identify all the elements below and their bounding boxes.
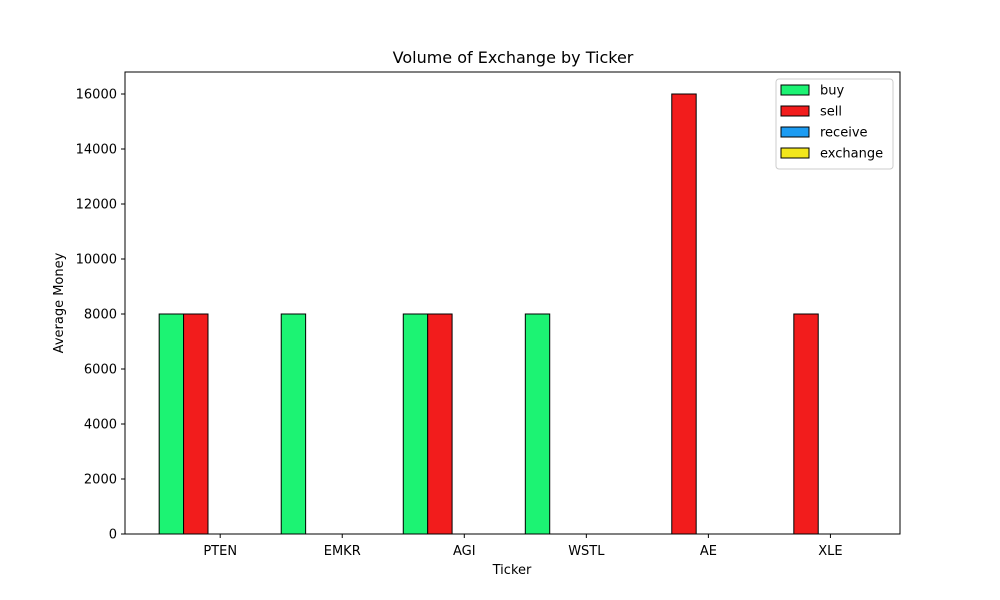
bar-emkr-buy	[280, 313, 307, 535]
legend-label-buy: buy	[820, 84, 844, 99]
y-axis-label: Average Money	[52, 252, 67, 353]
x-tick-label: PTEN	[203, 544, 237, 559]
legend: buy sell receive exchange	[775, 78, 894, 170]
y-tick-label: 8000	[84, 308, 117, 323]
y-tick-label: 10000	[76, 253, 117, 268]
bar-pten-sell	[183, 313, 209, 535]
y-tick-label: 12000	[76, 198, 117, 213]
y-tick-label: 2000	[84, 473, 117, 488]
y-axis: 0 2000 4000 6000 8000 10000 12000 14000 16000	[76, 88, 125, 543]
bars-group	[158, 93, 819, 535]
legend-swatch-sell	[780, 105, 810, 117]
y-tick-label: 14000	[76, 143, 117, 158]
legend-frame	[775, 78, 894, 170]
bar-agi-buy	[402, 313, 429, 535]
x-axis: PTEN EMKR AGI WSTL AE XLE	[203, 534, 843, 559]
y-tick-label: 16000	[76, 88, 117, 103]
x-tick-label: XLE	[818, 544, 842, 559]
x-tick-label: AGI	[453, 544, 476, 559]
legend-swatch-exchange	[780, 147, 810, 159]
bar-xle-sell	[793, 313, 819, 535]
y-tick-label: 0	[109, 528, 117, 543]
legend-swatch-buy	[780, 84, 810, 96]
bar-pten-buy	[158, 313, 185, 535]
x-tick-label: EMKR	[324, 544, 361, 559]
legend-swatch-receive	[780, 126, 810, 138]
legend-label-exchange: exchange	[820, 147, 883, 162]
y-tick-label: 4000	[84, 418, 117, 433]
y-tick-label: 6000	[84, 363, 117, 378]
bar-ae-sell	[671, 93, 697, 535]
plot-frame	[124, 71, 901, 535]
legend-label-sell: sell	[820, 105, 842, 120]
x-tick-label: AE	[700, 544, 717, 559]
bar-wstl-buy	[524, 313, 551, 535]
x-axis-label: Ticker	[492, 563, 532, 578]
legend-label-receive: receive	[820, 126, 868, 141]
chart-title: Volume of Exchange by Ticker	[393, 48, 634, 67]
x-tick-label: WSTL	[568, 544, 605, 559]
bar-agi-sell	[427, 313, 453, 535]
